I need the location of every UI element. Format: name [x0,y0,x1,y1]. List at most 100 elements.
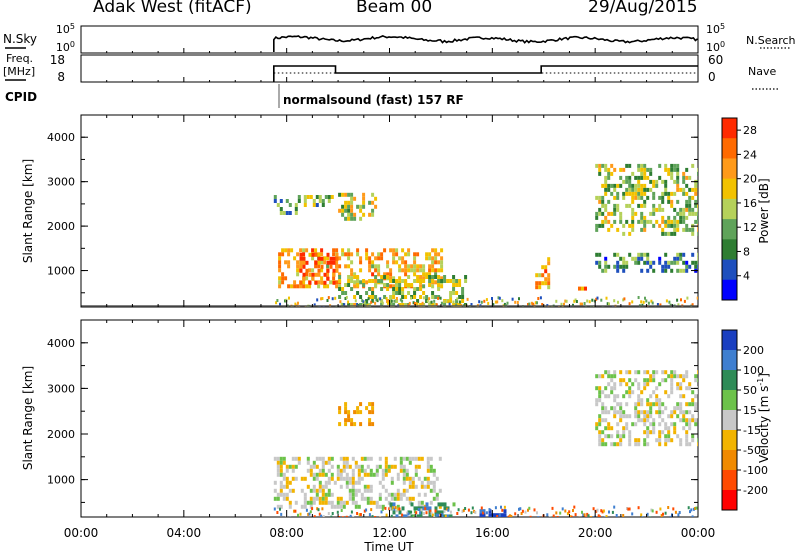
power-cell [329,256,333,261]
velocity-cell [619,438,623,443]
velocity-cell [408,484,412,489]
velocity-cell [375,464,379,469]
velocity-cell [631,390,635,395]
power-cell [371,295,375,299]
velocity-cell [419,514,423,517]
velocity-cell [694,422,698,427]
velocity-cell [649,410,653,415]
power-ground-cell [339,300,342,304]
power-cell [288,211,292,215]
velocity-ground-cell [370,508,373,512]
velocity-colorbar-tick-label: 100 [743,364,764,377]
power-cell [616,252,620,257]
velocity-cell [338,410,342,415]
power-cell [601,183,605,188]
power-ground-cell [376,299,379,303]
velocity-ground-cell [447,508,450,512]
power-cell [389,299,393,303]
velocity-cell [405,476,409,481]
power-cell [673,163,677,168]
velocity-ground-cell [500,505,502,509]
power-cell [404,272,408,277]
power-cell [547,285,551,290]
velocity-cell [410,514,414,517]
power-cell [643,171,647,176]
power-cell [661,191,665,196]
power-cell [422,303,426,307]
power-ground-cell [503,302,506,306]
velocity-cell [375,504,379,509]
power-colorbar-tick-label: 24 [743,148,757,161]
velocity-cell [628,390,632,395]
velocity-cell [667,434,671,439]
power-cell [329,264,333,269]
power-cell [383,248,387,253]
power-cell [299,264,303,269]
velocity-cell [685,434,689,439]
power-ground-cell [677,303,680,307]
velocity-cell [643,418,647,423]
velocity-cell [288,500,292,505]
velocity-cell [423,476,427,481]
power-ground-cell [416,302,419,306]
velocity-ground-cell [552,514,555,517]
power-ground-cell [659,303,662,307]
power-cell [694,199,698,204]
power-ground-cell [575,300,578,303]
velocity-cell [694,402,698,407]
velocity-ground-cell [440,513,443,516]
velocity-cell [410,502,414,507]
power-cell [335,280,339,285]
velocity-cell [619,370,623,375]
power-cell [347,248,351,253]
power-cell [637,191,641,196]
power-cell [401,303,405,307]
velocity-cell [664,438,668,443]
power-ground-cell [466,297,469,301]
power-cell [365,280,369,285]
velocity-cell [366,464,370,469]
power-cell [673,260,677,265]
power-cell [613,187,617,192]
velocity-cell [321,464,325,469]
power-cell [607,183,611,188]
velocity-ground-cell [510,514,513,517]
power-cell [285,211,289,215]
power-cell [302,284,306,289]
velocity-cell [348,496,352,501]
velocity-cell [312,484,316,489]
power-cell [371,272,375,277]
velocity-cell [357,476,361,481]
power-cell [296,252,300,257]
velocity-cell [688,442,692,447]
velocity-cell [610,442,614,447]
velocity-cell [604,426,608,431]
velocity-cell [338,406,342,411]
velocity-cell [342,476,346,481]
power-cell [419,268,423,273]
power-cell [431,284,435,289]
power-cell [311,272,315,277]
velocity-cell [628,394,632,399]
power-cell [401,291,405,295]
velocity-cell [345,456,349,461]
power-ground-cell [501,299,504,303]
velocity-cell [685,438,689,443]
power-ground-cell [497,296,500,300]
velocity-ground-cell [574,513,577,517]
velocity-cell [679,382,683,387]
power-cell [643,175,647,180]
velocity-cell [604,442,608,447]
velocity-ground-cell [649,516,652,517]
power-cell [335,264,339,269]
velocity-cell [309,488,313,493]
power-cell [443,275,447,279]
power-cell [691,163,695,168]
velocity-cell [673,426,677,431]
power-cell [332,260,336,265]
power-cell [314,260,318,265]
velocity-cell [646,418,650,423]
velocity-cell [613,370,617,375]
velocity-cell [694,394,698,399]
power-cell [365,299,369,303]
